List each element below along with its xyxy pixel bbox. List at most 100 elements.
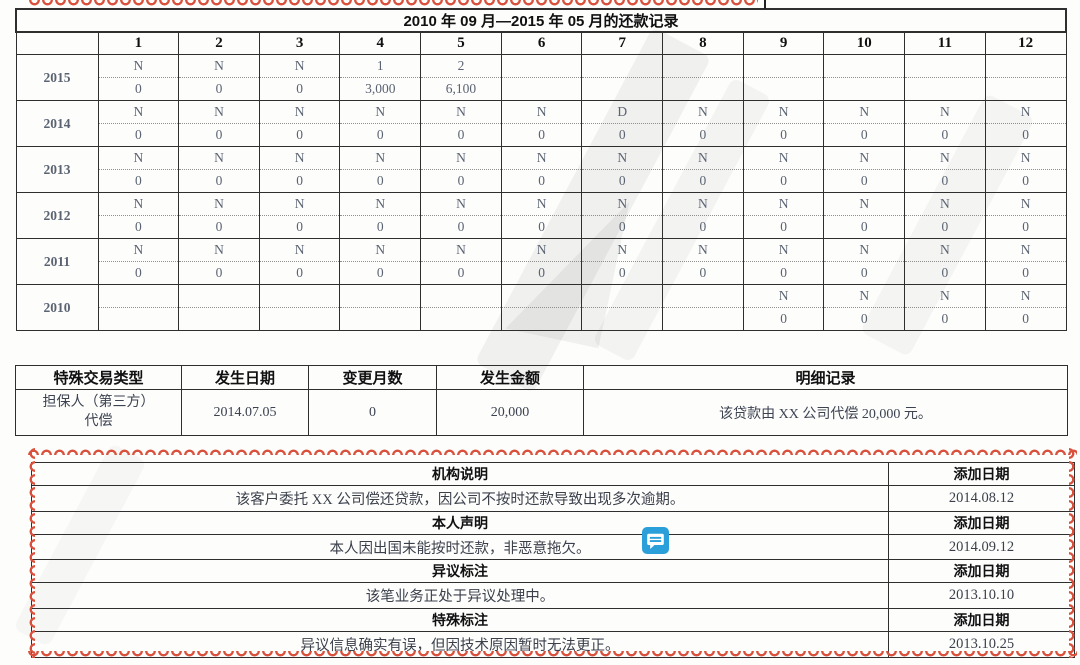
repayment-amount-cell: 0: [581, 169, 664, 193]
special-detail: 该贷款由 XX 公司代偿 20,000 元。: [583, 389, 1068, 436]
year-label: 2015: [15, 54, 99, 101]
repayment-status-cell: [97, 284, 180, 308]
special-column-header: 特殊交易类型: [15, 365, 182, 390]
year-label: 2012: [15, 192, 99, 239]
repayment-amount-cell: 0: [339, 215, 422, 239]
month-header-row: 1 2 3 4 5 6 7 8 9 10 11 12: [15, 31, 1067, 55]
repayment-amount-cell: 0: [984, 123, 1067, 147]
repayment-amount-cell: 0: [581, 215, 664, 239]
repayment-amount-cell: 0: [97, 169, 180, 193]
comment-bubble-glyph: [642, 527, 669, 554]
repayment-status-cell: N: [984, 146, 1067, 170]
repayment-status-cell: [984, 54, 1067, 78]
repayment-status-cell: N: [823, 284, 906, 308]
month-header: 12: [984, 31, 1067, 55]
repayment-amount-cell: 0: [662, 261, 744, 285]
month-header: 3: [258, 31, 341, 55]
repayment-amount-cell: 0: [742, 215, 825, 239]
repayment-status-cell: N: [97, 146, 180, 170]
annotation-section-title: 机构说明: [31, 462, 889, 486]
month-header: 8: [662, 31, 744, 55]
annotation-section-title: 本人声明: [31, 510, 889, 535]
repayment-amount-cell: 0: [742, 261, 825, 285]
year-status-row: 2014 N N N N N N D N N N N N: [15, 100, 1067, 147]
repayment-amount-cell: 0: [258, 77, 341, 101]
repayment-amount-cell: 0: [258, 215, 341, 239]
repayment-amount-cell: [742, 77, 825, 101]
repayment-status-cell: N: [420, 100, 502, 124]
repayment-amount-cell: 0: [97, 77, 180, 101]
repayment-status-cell: N: [178, 100, 260, 124]
repayment-amount-cell: 0: [258, 123, 341, 147]
repayment-status-cell: N: [904, 146, 986, 170]
repayment-amount-cell: 0: [823, 307, 906, 331]
repayment-status-cell: [823, 54, 906, 78]
annotation-date-header: 添加日期: [888, 510, 1075, 535]
repayment-amount-cell: [500, 77, 583, 101]
red-border-top: [27, 444, 1077, 455]
repayment-status-cell: N: [904, 100, 986, 124]
repayment-amount-cell: 0: [823, 123, 906, 147]
special-column-header: 明细记录: [583, 365, 1068, 390]
repayment-amount-cell: 0: [178, 215, 260, 239]
repayment-amount-cell: [420, 307, 502, 331]
repayment-status-cell: N: [984, 238, 1067, 262]
year-status-row: 2010 N N N N: [15, 284, 1067, 331]
repayment-amount-cell: [97, 307, 180, 331]
repayment-amount-cell: 0: [742, 123, 825, 147]
repayment-amount-cell: [984, 77, 1067, 101]
repayment-status-cell: N: [904, 192, 986, 216]
repayment-amount-cell: 0: [258, 169, 341, 193]
repayment-amount-cell: [662, 77, 744, 101]
repayment-amount-cell: 0: [420, 215, 502, 239]
repayment-status-cell: [742, 54, 825, 78]
repayment-amount-cell: [178, 307, 260, 331]
special-column-header: 发生金额: [436, 365, 584, 390]
repayment-status-cell: N: [662, 192, 744, 216]
repayment-amount-cell: 0: [500, 123, 583, 147]
repayment-status-cell: [178, 284, 260, 308]
repayment-status-cell: N: [178, 192, 260, 216]
repayment-status-cell: N: [984, 284, 1067, 308]
repayment-status-cell: N: [258, 100, 341, 124]
comment-bubble-icon[interactable]: [642, 527, 669, 554]
annotation-date: 2013.10.25: [888, 631, 1075, 658]
repayment-amount-cell: 0: [984, 215, 1067, 239]
repayment-status-cell: N: [97, 192, 180, 216]
repayment-status-cell: N: [662, 100, 744, 124]
year-label: 2014: [15, 100, 99, 147]
repayment-status-cell: N: [258, 146, 341, 170]
annotation-date-header: 添加日期: [888, 559, 1075, 584]
annotation-content-row: 异议信息确实有误，但因技术原因暂时无法更正。 2013.10.25: [31, 631, 1075, 658]
repayment-amount-cell: [581, 77, 664, 101]
repayment-status-cell: N: [823, 238, 906, 262]
repayment-amount-cell: 0: [984, 261, 1067, 285]
repayment-amount-cell: 0: [823, 261, 906, 285]
month-header: 9: [742, 31, 825, 55]
repayment-status-cell: N: [984, 192, 1067, 216]
repayment-amount-cell: 0: [823, 215, 906, 239]
repayment-amount-cell: [904, 77, 986, 101]
repayment-amount-cell: 0: [581, 123, 664, 147]
repayment-status-cell: N: [97, 100, 180, 124]
repayment-amount-cell: 0: [904, 307, 986, 331]
special-amount: 20,000: [436, 389, 584, 436]
annotation-content-row: 本人因出国未能按时还款，非恶意拖欠。 2014.09.12: [31, 533, 1075, 561]
repayment-amount-cell: 0: [420, 169, 502, 193]
annotation-section-title: 特殊标注: [31, 608, 889, 633]
repayment-status-cell: [904, 54, 986, 78]
repayment-table: 2010 年 09 月—2015 年 05 月的还款记录 1 2 3 4 5 6 7 8 9 10…: [15, 8, 1067, 331]
repayment-amount-cell: 0: [339, 261, 422, 285]
repayment-status-cell: N: [339, 146, 422, 170]
repayment-status-cell: N: [662, 238, 744, 262]
special-column-header: 发生日期: [181, 365, 309, 390]
special-change-months: 0: [308, 389, 437, 436]
repayment-status-cell: N: [742, 100, 825, 124]
annotation-date-header: 添加日期: [888, 462, 1075, 486]
table-title: 2010 年 09 月—2015 年 05 月的还款记录: [15, 8, 1067, 33]
annotation-date: 2013.10.10: [888, 582, 1075, 610]
